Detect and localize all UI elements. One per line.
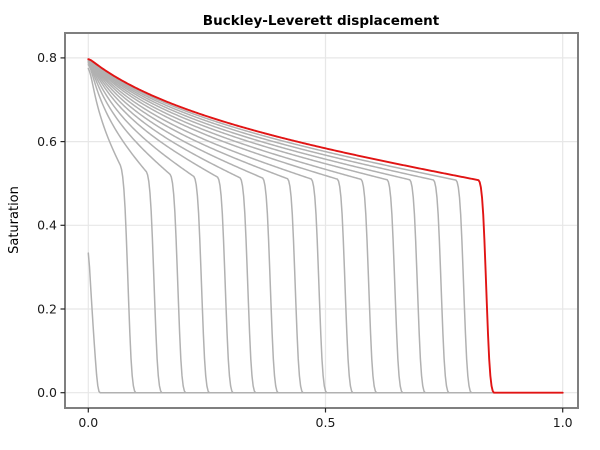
y-tick-label: 0.2: [37, 301, 57, 316]
x-tick-label: 0.0: [78, 415, 98, 430]
profile-line: [87, 58, 564, 394]
profile-line-final: [87, 58, 564, 394]
y-tick-label: 0.0: [37, 385, 57, 400]
plot-frame: [64, 32, 579, 409]
series-lines: [87, 58, 564, 394]
tick-labels: 0.0 0.5 1.0 0.0 0.2 0.4 0.6 0.8: [37, 50, 573, 430]
chart-title: Buckley-Leverett displacement: [203, 13, 440, 29]
x-tick-label: 0.5: [316, 415, 336, 430]
y-tick-label: 0.8: [37, 50, 57, 65]
y-tick-label: 0.4: [37, 218, 57, 233]
y-tick-label: 0.6: [37, 134, 57, 149]
x-tick-label: 1.0: [553, 415, 573, 430]
y-axis-label: Saturation: [7, 186, 22, 254]
axis-ticks: [60, 57, 564, 413]
